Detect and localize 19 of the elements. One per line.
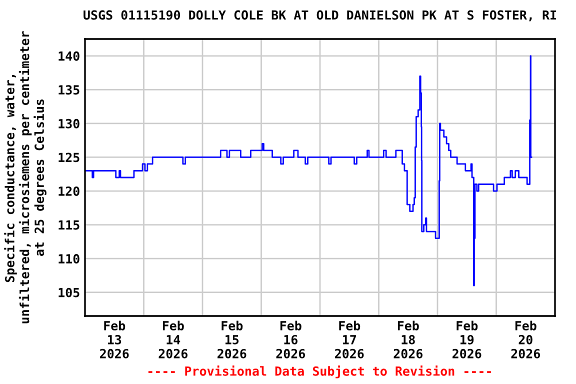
y-tick-label: 135 (58, 85, 80, 95)
x-tick-label: Feb 16 2026 (276, 320, 305, 358)
x-tick-label: Feb 13 2026 (100, 320, 129, 358)
y-tick-label: 130 (58, 118, 80, 128)
y-tick-label: 110 (58, 254, 80, 264)
x-tick-label: Feb 15 2026 (218, 320, 246, 358)
x-tick-label: Feb 18 2026 (394, 320, 422, 358)
x-tick-label: Feb 14 2026 (158, 320, 188, 358)
y-tick-label: 125 (58, 152, 80, 162)
text: ---- Provisional Data Subject to Revision ---- (148, 365, 491, 378)
x-tick-label: Feb 20 2026 (511, 320, 540, 358)
x-tick-label: Feb 19 2026 (452, 320, 482, 358)
y-tick-label: 120 (58, 186, 80, 196)
y-tick-label: 140 (58, 51, 80, 61)
y-tick-label: 105 (58, 288, 80, 298)
y-tick-label: 115 (58, 220, 80, 230)
y-axis-title: Specific conductance, water, unfiltered, microsiemens per centimeter at 25 degrees Celsius (4, 31, 46, 324)
x-tick-label: Feb 17 2026 (335, 320, 364, 358)
chart-title: USGS 01115190 DOLLY COLE BK AT OLD DANIELSON PK AT S FOSTER, RI (84, 10, 556, 22)
